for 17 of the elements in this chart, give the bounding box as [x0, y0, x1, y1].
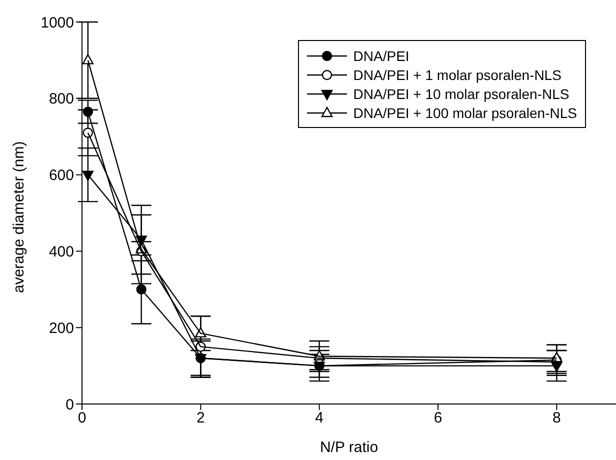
x-tick-label: 6 [434, 410, 442, 427]
y-tick-label: 600 [48, 167, 74, 184]
x-tick-label: 0 [78, 410, 86, 427]
legend-label: DNA/PEI [353, 48, 410, 64]
y-tick-label: 1000 [40, 14, 74, 32]
legend-label: DNA/PEI + 100 molar psoralen-NLS [353, 104, 577, 120]
y-tick-label: 200 [48, 320, 74, 337]
y-axis-title: average diameter (nm) [10, 141, 28, 293]
x-axis-title: N/P ratio [320, 439, 378, 456]
y-tick-label: 0 [66, 396, 74, 414]
y-tick-label: 800 [48, 90, 74, 108]
x-tick-label: 4 [315, 410, 324, 427]
x-tick-label: 8 [552, 410, 561, 427]
y-tick-label: 400 [48, 244, 74, 261]
legend-label: DNA/PEI + 1 molar psoralen-NLS [353, 66, 562, 82]
x-tick-label: 2 [196, 410, 205, 427]
legend-label: DNA/PEI + 10 molar psoralen-NLS [353, 86, 570, 102]
